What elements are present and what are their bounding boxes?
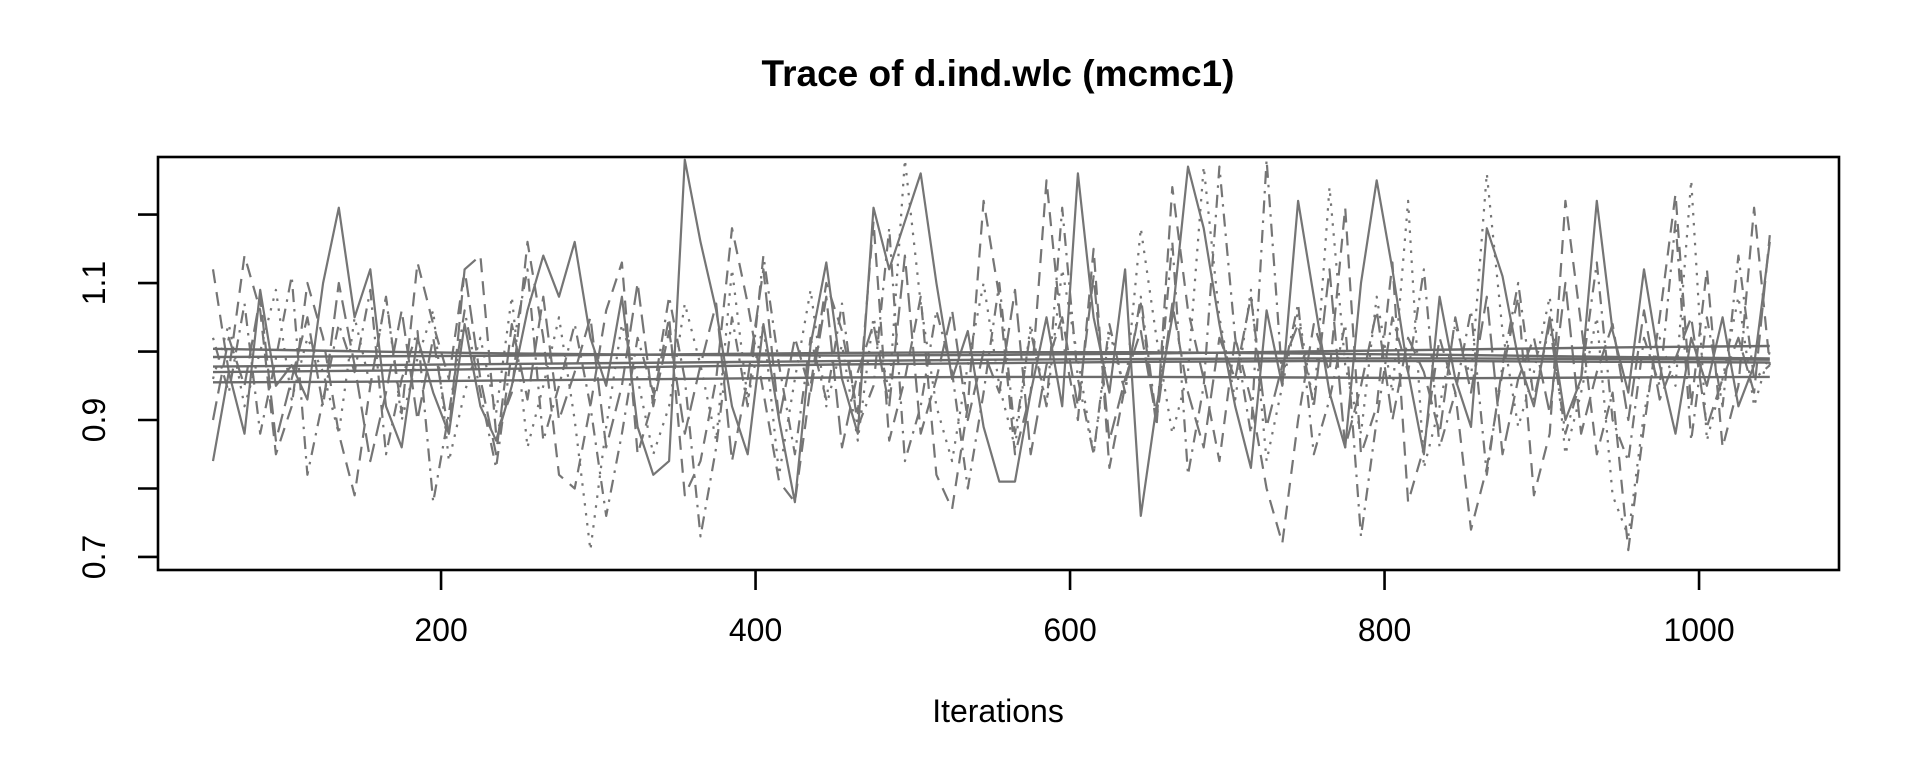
plot-frame [156,155,1841,572]
y-tick-label: 1.1 [76,261,112,305]
x-axis: 200 400 600 800 1000 [414,570,1735,648]
x-axis-label: Iterations [932,693,1064,729]
smooth-line-smooth5 [212,375,1770,384]
x-tick-label: 600 [1043,612,1096,648]
plot-border [156,155,1841,572]
smooth-line-smooth3 [212,357,1770,368]
y-axis: 0.7 0.9 1.1 [76,213,158,579]
x-tick-label: 1000 [1663,612,1734,648]
trace-line-chain2 [211,179,1771,552]
smooth-line-smooth2 [212,351,1770,360]
y-tick-label: 0.7 [76,535,112,579]
trace-line-chain5 [211,234,1771,463]
smooth-line-smooth4 [212,359,1770,374]
y-tick-label: 0.9 [76,398,112,442]
plot-title: Trace of d.ind.wlc (mcmc1) [762,53,1235,94]
x-tick-label: 800 [1358,612,1411,648]
x-tick-label: 400 [729,612,782,648]
x-tick-label: 200 [414,612,467,648]
smooth-lines [212,344,1770,384]
smooth-line-smooth1 [212,344,1770,357]
trace-line-chain4 [211,158,1771,538]
